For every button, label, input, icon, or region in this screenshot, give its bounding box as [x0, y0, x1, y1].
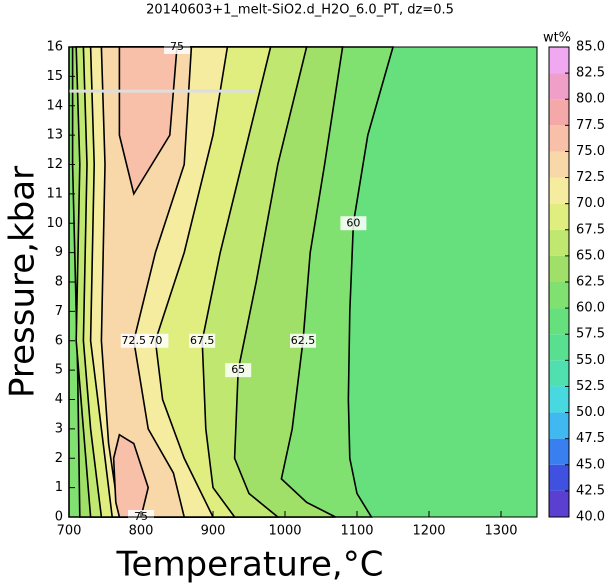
colorbar-tick-label: 82.5: [576, 66, 605, 81]
y-tick-label: 12: [46, 157, 63, 172]
colorbar-segment: [549, 282, 569, 309]
y-tick-label: 7: [55, 304, 63, 319]
y-tick-label: 9: [55, 245, 63, 260]
colorbar-tick-label: 85.0: [576, 40, 605, 55]
colorbar-segment: [549, 125, 569, 152]
x-tick-label: 1200: [412, 524, 445, 539]
colorbar-segment: [549, 255, 569, 282]
y-tick-label: 2: [55, 451, 63, 466]
colorbar-tick-label: 52.5: [576, 379, 605, 394]
colorbar-tick-label: 55.0: [576, 353, 605, 368]
contour-label: 70: [148, 334, 162, 347]
y-tick-label: 15: [46, 69, 63, 84]
contour-label-bg: [120, 333, 147, 348]
colorbar-tick-label: 60.0: [576, 301, 605, 316]
x-tick-label: 800: [129, 524, 154, 539]
contour-label-bg: [290, 333, 316, 348]
colorbar-tick-label: 42.5: [576, 483, 605, 498]
y-tick-label: 10: [46, 216, 63, 231]
x-tick-label: 700: [57, 524, 82, 539]
colorbar-segment: [549, 229, 569, 256]
y-tick-label: 5: [55, 363, 63, 378]
contour-label-bg: [340, 216, 367, 231]
y-tick-label: 16: [46, 40, 63, 55]
colorbar-tick-label: 75.0: [576, 144, 605, 159]
y-tick-label: 0: [55, 510, 63, 525]
colorbar-tick-label: 45.0: [576, 457, 605, 472]
colorbar-segment: [549, 334, 569, 361]
y-axis-label: Pressure,kbar: [3, 166, 43, 398]
colorbar-segment: [549, 203, 569, 230]
contour-label: 60: [346, 216, 360, 229]
y-tick-label: 11: [46, 186, 63, 201]
colorbar-segment: [549, 177, 569, 204]
x-axis-label: Temperature,°C: [116, 545, 384, 585]
y-tick-label: 4: [55, 392, 63, 407]
colorbar-tick-label: 65.0: [576, 248, 605, 263]
colorbar-tick-label: 62.5: [576, 275, 605, 290]
colorbar-segment: [549, 490, 569, 517]
colorbar-tick-label: 77.5: [576, 118, 605, 133]
colorbar-tick-label: 40.0: [576, 510, 605, 525]
contour-label: 67.5: [190, 334, 215, 347]
colorbar-segment: [549, 73, 569, 100]
x-tick-label: 1100: [340, 524, 373, 539]
colorbar-tick-label: 67.5: [576, 222, 605, 237]
colorbar-tick-label: 47.5: [576, 431, 605, 446]
colorbar-segment: [549, 438, 569, 465]
y-tick-label: 13: [46, 128, 63, 143]
y-tick-label: 8: [55, 275, 63, 290]
colorbar-segment: [549, 151, 569, 178]
colorbar-tick-label: 50.0: [576, 405, 605, 420]
x-tick-label: 1300: [484, 524, 517, 539]
contour-label: 65: [231, 363, 245, 376]
colorbar-segment: [549, 412, 569, 439]
colorbar-segment: [549, 360, 569, 387]
contour-label: 62.5: [291, 334, 316, 347]
y-tick-label: 14: [46, 98, 63, 113]
y-tick-label: 1: [55, 480, 63, 495]
colorbar-segment: [549, 47, 569, 74]
chart-title: 20140603+1_melt-SiO2.d_H2O_6.0_PT, dz=0.…: [146, 3, 454, 18]
colorbar-tick-label: 57.5: [576, 327, 605, 342]
colorbar-tick-label: 72.5: [576, 170, 605, 185]
x-tick-label: 1000: [268, 524, 301, 539]
colorbar-frame: [548, 46, 570, 518]
colorbar-segment: [549, 464, 569, 491]
colorbar-segment: [549, 386, 569, 413]
y-tick-label: 6: [55, 333, 63, 348]
contour-label-bg: [142, 333, 169, 348]
y-tick-label: 3: [55, 421, 63, 436]
colorbar-segment: [549, 308, 569, 335]
contour-label-bg: [189, 333, 216, 348]
contour-label: 72.5: [122, 334, 147, 347]
contour-label-bg: [225, 363, 252, 378]
colorbar-label: wt%: [543, 31, 571, 46]
colorbar-tick-label: 80.0: [576, 92, 605, 107]
colorbar-segment: [549, 99, 569, 126]
colorbar-tick-label: 70.0: [576, 196, 605, 211]
x-tick-label: 900: [201, 524, 226, 539]
